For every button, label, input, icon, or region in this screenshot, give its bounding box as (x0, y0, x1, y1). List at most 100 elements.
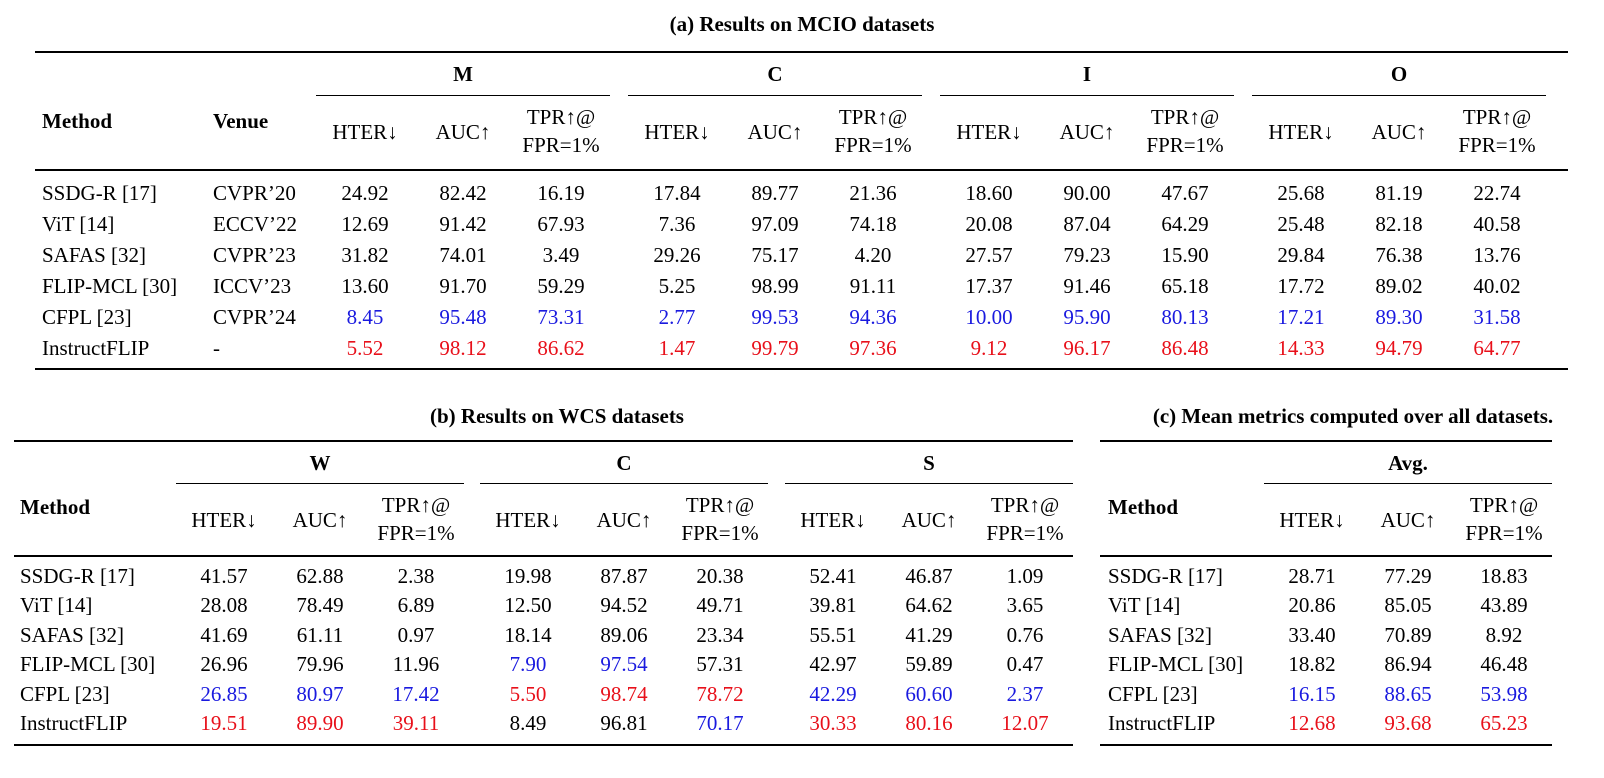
table_b-row-method: ViT [14] (20, 593, 93, 618)
table_c-row-method: CFPL [23] (1108, 681, 1198, 706)
table_a-row-method: InstructFLIP (42, 336, 150, 360)
table_c-row-value: 77.29 (1384, 564, 1432, 588)
table_a-group-header: M (453, 62, 473, 86)
table_a-row-value: 17.72 (1277, 274, 1325, 298)
table_b-row-method: FLIP-MCL [30] (20, 652, 156, 677)
table_a-row-value: 2.77 (658, 305, 696, 329)
table_a-row-value: 91.46 (1063, 274, 1111, 298)
table_a-row-value: 5.52 (346, 336, 384, 360)
table_a-row-value: 17.21 (1277, 305, 1325, 329)
table_b-row-value: 1.09 (1006, 564, 1044, 588)
table_b-row-value: 96.81 (600, 711, 648, 735)
table_a-row-value: 21.36 (849, 181, 897, 205)
table_a-row-value: 95.48 (439, 305, 487, 329)
table_a-row-value: 76.38 (1375, 243, 1423, 267)
table_a-group-header: O (1390, 62, 1408, 86)
table_c-row-value: 70.89 (1384, 622, 1432, 647)
table-c-caption: (c) Mean metrics computed over all datas… (1152, 404, 1554, 428)
table_b-row-value: 0.76 (1006, 622, 1044, 647)
table_a-row-value: 82.42 (439, 181, 487, 205)
table_a-row-value: 64.29 (1161, 212, 1209, 236)
table_a-row-value: 74.01 (439, 243, 487, 267)
table_a-row-value: 16.19 (537, 181, 585, 205)
table_b-row-value: 97.54 (600, 652, 648, 677)
table_b-metric-auc: AUC↑ (292, 508, 348, 532)
table_a-row-value: 97.09 (751, 212, 799, 236)
table_a-row-value: 89.02 (1375, 274, 1423, 298)
table_b-row-method: SSDG-R [17] (20, 564, 135, 588)
table_b-row-method: InstructFLIP (20, 711, 128, 735)
table_a-row-value: 65.18 (1161, 274, 1209, 298)
table_c-metric-auc: AUC↑ (1380, 508, 1436, 532)
table_b-row-value: 78.72 (696, 681, 744, 706)
table_b-row-value: 49.71 (696, 593, 744, 618)
table_c-row-value: 88.65 (1384, 681, 1432, 706)
table_a-group-underline (628, 95, 922, 96)
table_a-row-venue: CVPR’20 (213, 181, 296, 205)
table_c-row-value: 53.98 (1480, 681, 1528, 706)
table_b-metric-tpr: TPR↑@ (381, 493, 451, 517)
table_b-row-value: 60.60 (905, 681, 953, 706)
table_b-row-value: 89.06 (600, 622, 648, 647)
table_a-row-value: 89.77 (751, 181, 799, 205)
table_c-row-value: 20.86 (1288, 593, 1336, 618)
table_b-row-value: 61.11 (296, 622, 344, 647)
table_a-row-value: 91.11 (849, 274, 897, 298)
table_a-row-value: 75.17 (751, 243, 799, 267)
table_b-row-value: 6.89 (397, 593, 435, 618)
table_a-row-value: 15.90 (1161, 243, 1209, 267)
table_b-group-header: S (923, 451, 935, 475)
table_a-row-value: 29.26 (653, 243, 701, 267)
table_c-metric-fpr: FPR=1% (1465, 521, 1543, 545)
table_a-row-value: 17.84 (653, 181, 701, 205)
table_b-group-underline (480, 483, 768, 484)
table_a-metric-hter: HTER↓ (956, 120, 1022, 144)
table_a-metric-fpr: FPR=1% (522, 133, 600, 157)
table_b-row-value: 59.89 (905, 652, 953, 677)
table_a-row-method: SSDG-R [17] (42, 181, 157, 205)
table_a-row-value: 98.12 (439, 336, 487, 360)
table_a-row-value: 10.00 (965, 305, 1013, 329)
table_b-metric-tpr: TPR↑@ (990, 493, 1060, 517)
table_a-metric-tpr: TPR↑@ (838, 105, 908, 129)
table_a-row-value: 29.84 (1277, 243, 1325, 267)
table_b-row-value: 41.57 (200, 564, 248, 588)
table_b-row-method: CFPL [23] (20, 681, 110, 706)
table_b-row-value: 12.07 (1001, 711, 1049, 735)
table_a-method-header: Method (42, 109, 112, 133)
table_a-row-value: 25.48 (1277, 212, 1325, 236)
table_b-row-value: 46.87 (905, 564, 953, 588)
table_a-row-value: 1.47 (658, 336, 696, 360)
table_a-row-value: 81.19 (1375, 181, 1423, 205)
table_c-row-value: 16.15 (1288, 681, 1336, 706)
table_a-mid-rule (35, 169, 1568, 171)
table_a-row-method: ViT [14] (42, 212, 115, 236)
table_a-row-venue: - (213, 336, 220, 360)
table_c-metric-hter: HTER↓ (1279, 508, 1345, 532)
table_b-metric-fpr: FPR=1% (377, 521, 455, 545)
table_a-row-value: 80.13 (1161, 305, 1209, 329)
table_a-metric-fpr: FPR=1% (834, 133, 912, 157)
table_c-row-value: 12.68 (1288, 711, 1336, 735)
table_a-metric-hter: HTER↓ (332, 120, 398, 144)
table_b-row-value: 64.62 (905, 593, 953, 618)
table_b-row-value: 42.29 (809, 681, 857, 706)
table_a-metric-tpr: TPR↑@ (1462, 105, 1532, 129)
table_c-row-method: FLIP-MCL [30] (1108, 652, 1244, 677)
table_b-row-value: 52.41 (809, 564, 857, 588)
table_b-metric-hter: HTER↓ (495, 508, 561, 532)
table_a-metric-fpr: FPR=1% (1146, 133, 1224, 157)
table_a-row-value: 87.04 (1063, 212, 1111, 236)
table_b-row-value: 42.97 (809, 652, 857, 677)
table_c-bottom-rule (1100, 744, 1552, 746)
table_a-row-value: 13.60 (341, 274, 389, 298)
table_c-row-value: 18.82 (1288, 652, 1336, 677)
table_b-metric-auc: AUC↑ (596, 508, 652, 532)
table_b-bottom-rule (14, 744, 1073, 746)
table_a-row-value: 94.36 (849, 305, 897, 329)
table_a-row-value: 64.77 (1473, 336, 1521, 360)
table_b-row-value: 11.96 (392, 652, 440, 677)
table_b-row-value: 41.69 (200, 622, 248, 647)
table_a-group-underline (1252, 95, 1546, 96)
table_a-row-value: 86.48 (1161, 336, 1209, 360)
